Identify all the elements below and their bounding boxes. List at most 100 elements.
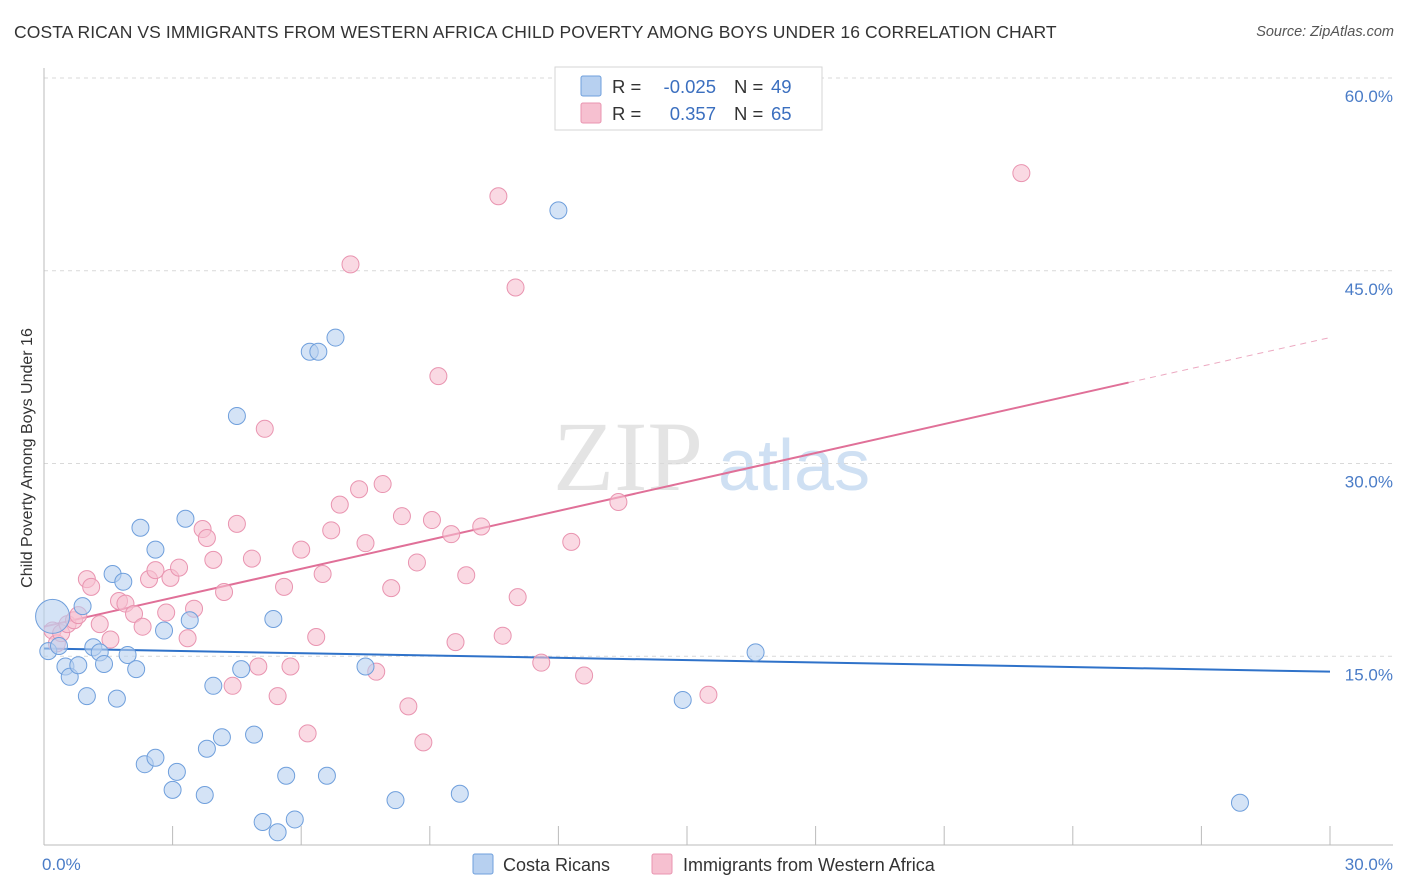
point-pink — [429, 367, 448, 386]
point-pink — [215, 583, 234, 601]
point-pink — [575, 666, 594, 685]
point-blue — [180, 611, 199, 630]
point-pink — [146, 561, 165, 580]
x-tick-label: 0.0% — [42, 855, 81, 874]
legend-n-label-1: N = — [734, 103, 763, 124]
point-pink — [422, 511, 441, 530]
series-legend: Costa Ricans Immigrants from Western Afr… — [472, 853, 936, 875]
legend-r-label-1: R = — [612, 103, 641, 124]
point-blue — [195, 786, 214, 805]
point-pink — [506, 278, 525, 297]
point-pink — [90, 615, 109, 634]
point-pink — [508, 588, 527, 607]
point-pink — [275, 577, 294, 596]
point-pink — [472, 517, 491, 536]
point-pink — [298, 724, 317, 743]
point-blue — [253, 813, 272, 832]
point-pink — [313, 565, 332, 584]
point-blue — [107, 689, 126, 708]
series-legend-swatch-blue — [472, 853, 494, 875]
series-legend-label-pink: Immigrants from Western Africa — [683, 855, 936, 875]
point-blue — [114, 572, 133, 591]
point-blue — [317, 766, 336, 785]
point-blue — [549, 201, 568, 220]
point-pink — [170, 558, 189, 577]
point-pink — [1012, 164, 1031, 183]
point-blue — [197, 739, 216, 758]
point-pink — [442, 525, 461, 544]
point-pink — [407, 553, 426, 572]
legend-n-value-0: 49 — [771, 76, 792, 97]
point-pink — [322, 521, 341, 540]
point-blue — [386, 791, 405, 810]
series-legend-label-blue: Costa Ricans — [503, 855, 610, 875]
point-blue — [212, 728, 231, 747]
series-costa-ricans-points — [35, 201, 1249, 842]
point-pink — [457, 566, 476, 585]
x-tick-labels: 0.0% 30.0% — [42, 855, 1393, 874]
watermark-atlas: atlas — [718, 426, 870, 506]
point-pink — [392, 507, 411, 526]
axes — [43, 68, 1393, 846]
point-blue — [326, 328, 345, 347]
point-blue — [131, 518, 150, 537]
point-pink — [82, 577, 101, 596]
point-blue — [227, 406, 246, 425]
point-pink — [249, 657, 268, 676]
point-blue — [277, 766, 296, 785]
trend-line-pink-extension — [1128, 337, 1331, 384]
point-pink — [446, 633, 465, 652]
point-pink — [281, 657, 300, 676]
point-blue — [73, 597, 92, 616]
source-note: Source: ZipAtlas.com — [1256, 24, 1394, 40]
point-pink — [350, 480, 369, 499]
point-pink — [268, 687, 287, 706]
point-pink — [178, 629, 197, 648]
series-legend-swatch-pink — [651, 853, 673, 875]
watermark-zip: ZIP — [553, 401, 703, 512]
point-blue — [95, 654, 114, 673]
legend-n-value-1: 65 — [771, 103, 792, 124]
point-blue — [204, 676, 223, 695]
point-pink — [609, 493, 628, 512]
stats-legend: R = -0.025 N = 49 R = 0.357 N = 65 — [554, 66, 823, 131]
point-pink — [356, 534, 375, 553]
legend-r-label-0: R = — [612, 76, 641, 97]
point-blue — [176, 509, 195, 528]
y-tick-label: 15.0% — [1345, 665, 1393, 684]
point-pink — [699, 685, 718, 704]
point-pink — [399, 697, 418, 716]
y-tick-label: 45.0% — [1345, 280, 1393, 299]
y-axis-label: Child Poverty Among Boys Under 16 — [19, 328, 36, 588]
point-pink — [373, 475, 392, 494]
legend-swatch-blue — [580, 75, 602, 97]
y-tick-label: 60.0% — [1345, 87, 1393, 106]
point-pink — [242, 549, 261, 568]
point-pink — [255, 419, 274, 438]
point-blue — [77, 687, 96, 706]
point-pink — [227, 514, 246, 533]
point-blue — [245, 725, 264, 744]
point-blue — [146, 748, 165, 767]
point-blue — [268, 823, 287, 842]
legend-swatch-pink — [580, 102, 602, 124]
point-blue — [69, 656, 88, 675]
point-blue — [146, 540, 165, 559]
point-pink — [223, 676, 242, 695]
point-blue — [356, 657, 375, 676]
x-tick-label: 30.0% — [1345, 855, 1393, 874]
point-pink — [133, 617, 152, 636]
point-pink — [330, 495, 349, 514]
point-blue — [163, 780, 182, 799]
point-blue — [118, 645, 137, 664]
point-pink — [292, 540, 311, 559]
point-pink — [197, 529, 216, 548]
y-tick-label: 30.0% — [1345, 473, 1393, 492]
point-pink — [307, 627, 326, 646]
y-tick-labels: 15.0% 30.0% 45.0% 60.0% — [1345, 87, 1393, 684]
point-pink — [125, 604, 144, 623]
point-pink — [101, 630, 120, 649]
point-blue — [50, 636, 69, 655]
point-blue — [232, 660, 251, 679]
